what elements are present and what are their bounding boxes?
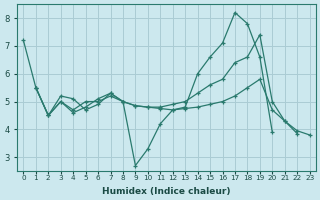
X-axis label: Humidex (Indice chaleur): Humidex (Indice chaleur) <box>102 187 231 196</box>
